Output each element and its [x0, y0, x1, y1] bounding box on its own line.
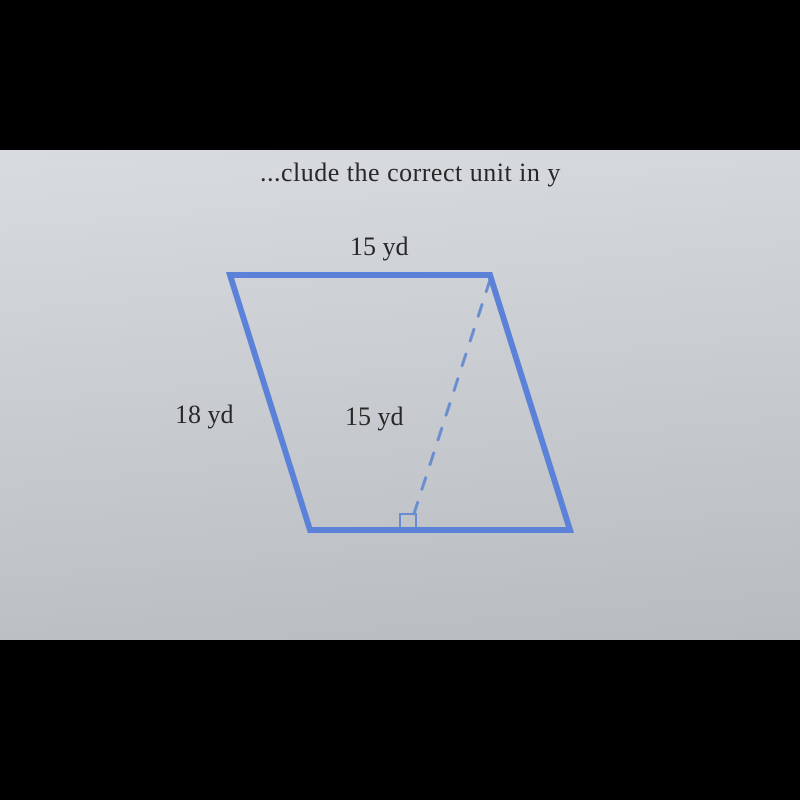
label-top-side: 15 yd — [350, 232, 409, 262]
label-left-side: 18 yd — [175, 400, 234, 430]
instruction-text: ...clude the correct unit in y — [260, 158, 561, 188]
height-line — [410, 280, 490, 526]
label-height: 15 yd — [345, 402, 404, 432]
